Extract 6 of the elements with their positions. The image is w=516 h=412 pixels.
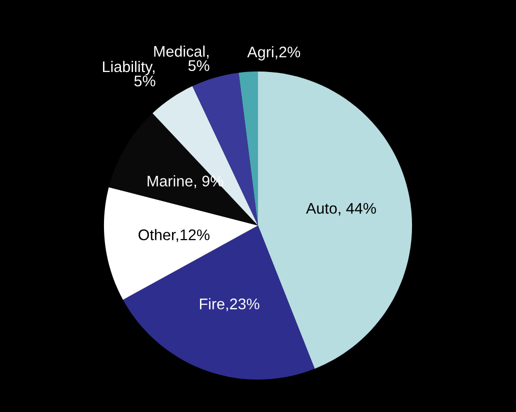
slice-label: Other,12%: [138, 229, 210, 242]
slice-label: Agri,2%: [247, 46, 300, 60]
slice-label: Medical, 5%: [154, 46, 210, 72]
slice-label: Fire,23%: [200, 298, 260, 312]
slice-label: Auto, 44%: [306, 203, 376, 216]
slice-label: Liability, 5%: [103, 60, 156, 86]
